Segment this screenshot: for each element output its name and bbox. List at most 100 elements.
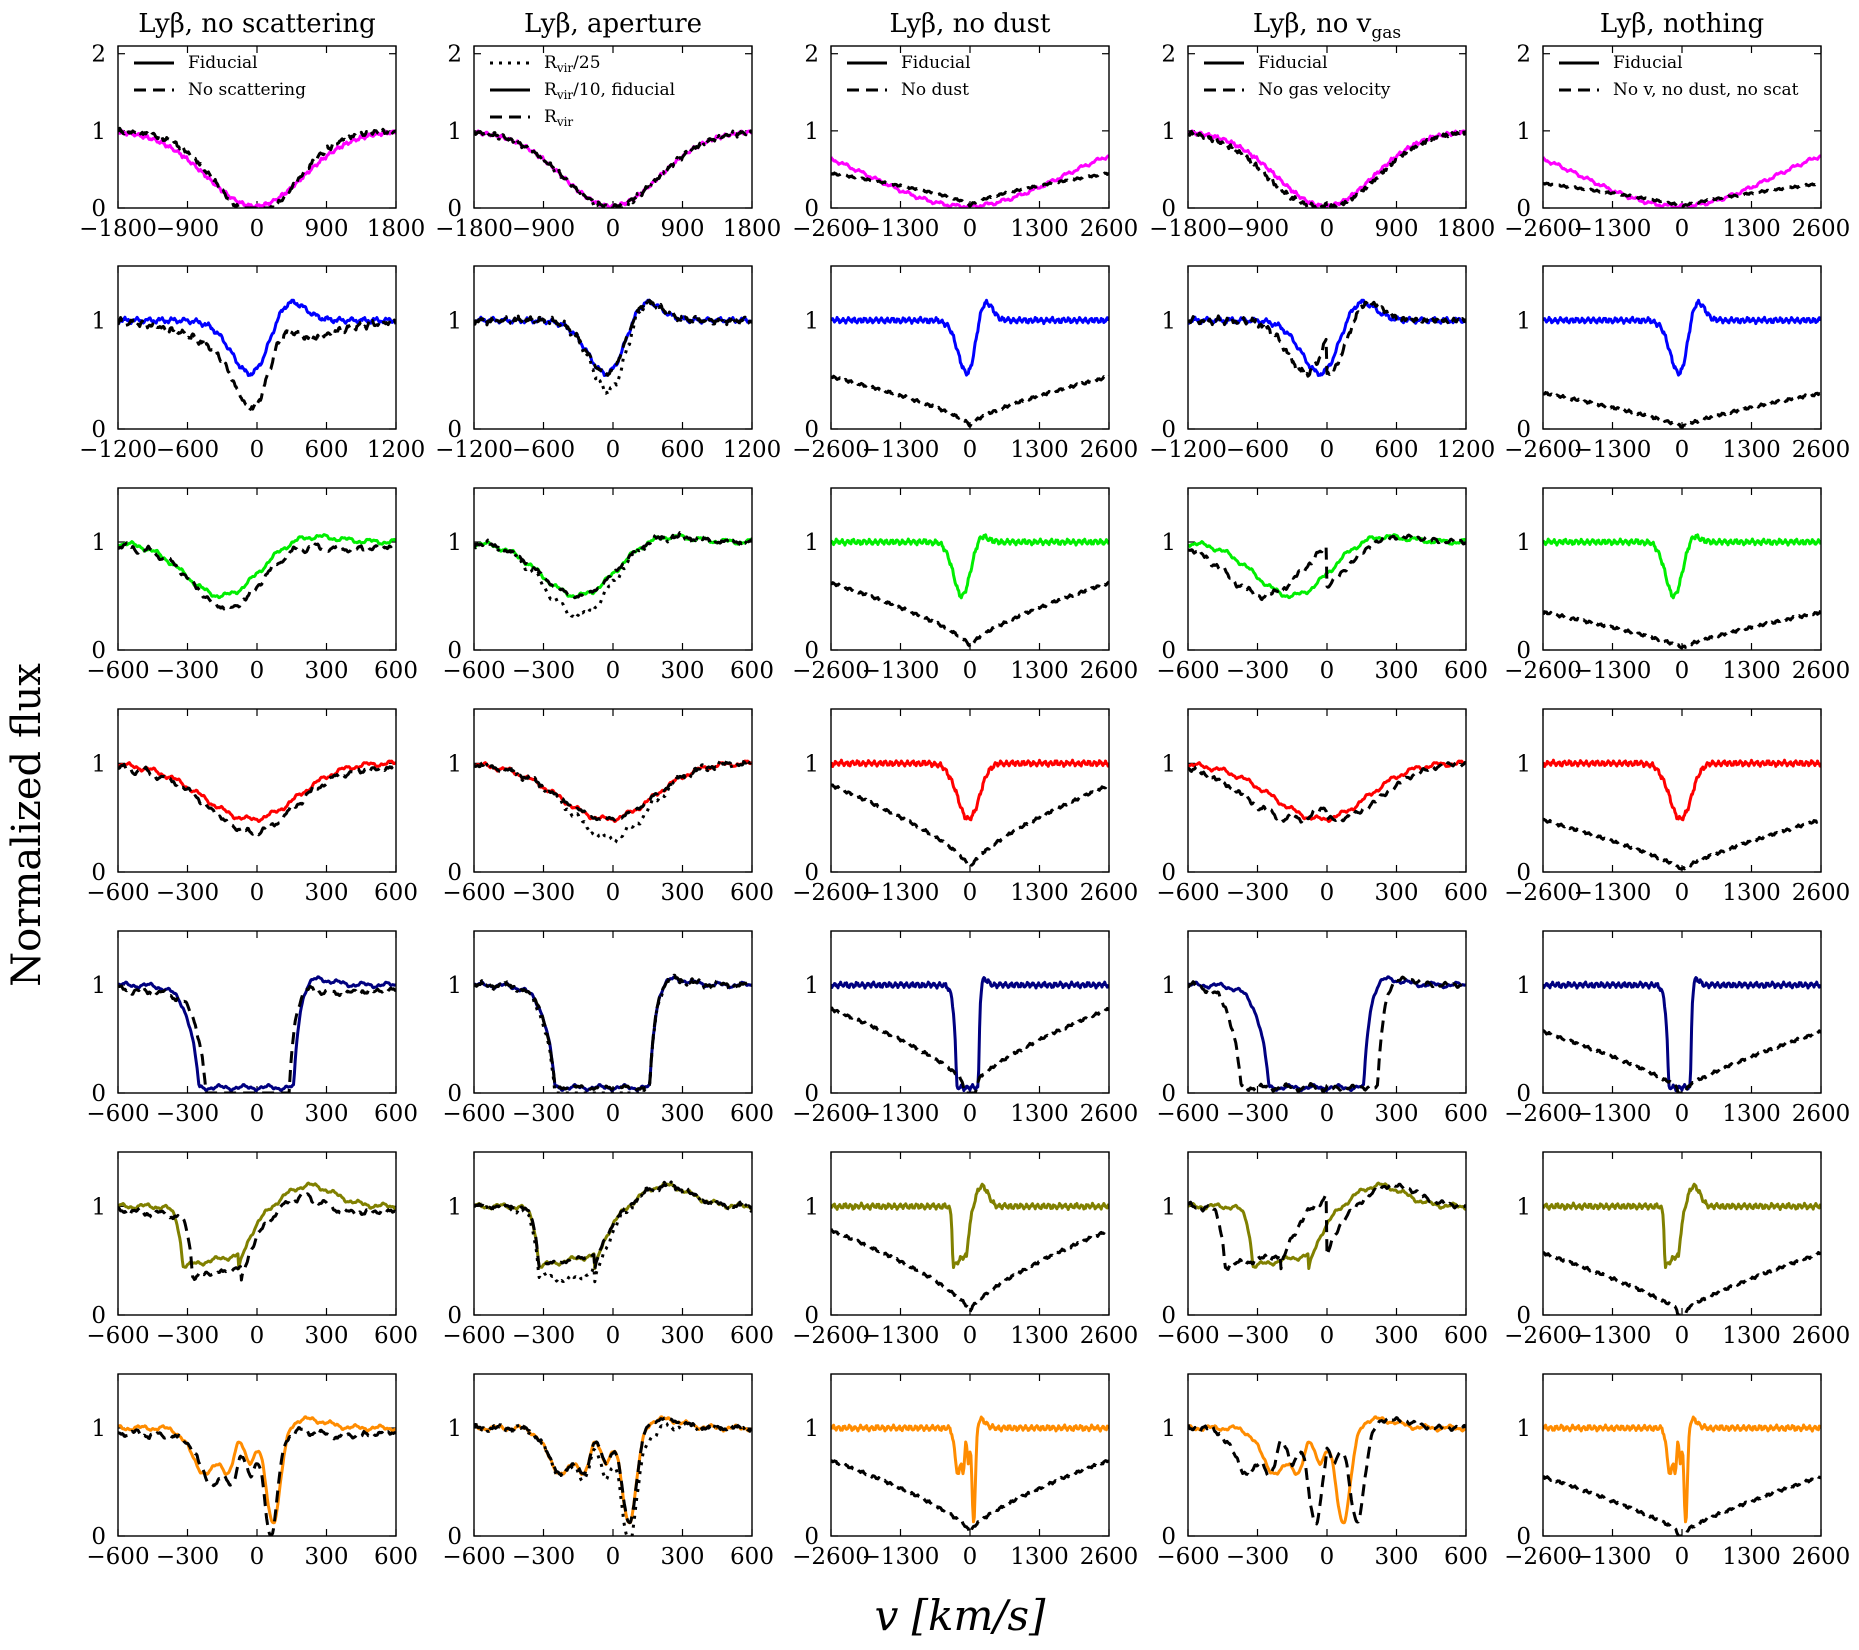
x-tick-label: 0 bbox=[1320, 216, 1335, 242]
panel-frame bbox=[117, 45, 397, 209]
x-tick-label: 600 bbox=[1444, 1544, 1488, 1570]
x-tick-label: −300 bbox=[512, 1101, 575, 1127]
dotted-line bbox=[474, 297, 752, 397]
fiducial-line bbox=[118, 533, 396, 600]
x-tick-label: −1300 bbox=[1574, 216, 1652, 242]
x-tick-label: 1800 bbox=[367, 216, 426, 242]
x-tick-label: 1300 bbox=[1722, 658, 1781, 684]
panel-lines bbox=[1188, 1415, 1466, 1526]
x-axis-label: v [km/s] bbox=[875, 1591, 1046, 1640]
y-tick-label: 0 bbox=[91, 196, 106, 222]
dashed-line bbox=[1543, 817, 1821, 871]
dashed-line bbox=[831, 1459, 1109, 1535]
x-tick-label: 1300 bbox=[1010, 658, 1069, 684]
x-tick-label: 1200 bbox=[723, 437, 782, 463]
panel-frame bbox=[473, 1373, 753, 1537]
y-axis-label: Normalized flux bbox=[4, 663, 50, 987]
y-tick-label: 0 bbox=[804, 1524, 819, 1550]
panel-frame bbox=[117, 1151, 397, 1316]
x-tick-label: 900 bbox=[661, 216, 705, 242]
fiducial-line bbox=[474, 129, 752, 208]
fiducial-line bbox=[474, 533, 752, 600]
x-tick-label: 600 bbox=[661, 437, 705, 463]
x-tick-label: 1800 bbox=[723, 216, 782, 242]
x-tick-label: 0 bbox=[1675, 880, 1690, 906]
x-tick-label: −600 bbox=[1156, 880, 1219, 906]
dashed-line bbox=[1543, 609, 1821, 650]
x-tick-label: −300 bbox=[156, 1101, 219, 1127]
panel-lines bbox=[1543, 1182, 1821, 1315]
dashed-line bbox=[474, 760, 752, 822]
fiducial-line bbox=[474, 298, 752, 377]
panel-r5-c4: −2600−1300 0 1300 2600 0 1 bbox=[1504, 1151, 1850, 1349]
y-tick-label: 0 bbox=[1161, 1081, 1176, 1107]
y-tick-label: 0 bbox=[1516, 860, 1531, 886]
y-tick-label: 1 bbox=[91, 119, 106, 145]
x-tick-label: −300 bbox=[1226, 1323, 1289, 1349]
fiducial-line bbox=[1543, 976, 1821, 1093]
fiducial-line bbox=[118, 1415, 396, 1525]
panel-frame bbox=[1542, 487, 1822, 651]
x-tick-label: 1300 bbox=[1722, 1544, 1781, 1570]
panel-frame bbox=[473, 45, 753, 209]
x-tick-label: 600 bbox=[1375, 437, 1419, 463]
x-tick-label: −2600 bbox=[1504, 216, 1582, 242]
x-tick-label: −2600 bbox=[792, 880, 870, 906]
x-tick-label: −1300 bbox=[1574, 1101, 1652, 1127]
x-tick-label: 0 bbox=[1320, 1544, 1335, 1570]
dashed-line bbox=[474, 298, 752, 377]
x-tick-label: 0 bbox=[963, 216, 978, 242]
x-tick-label: −1300 bbox=[862, 1101, 940, 1127]
fiducial-line bbox=[474, 1415, 752, 1525]
panel-frame bbox=[473, 487, 753, 651]
x-tick-label: 1300 bbox=[1010, 1323, 1069, 1349]
x-tick-label: −600 bbox=[1226, 437, 1289, 463]
panel-r1-c2: −2600−1300 0 1300 2600 0 1 bbox=[792, 265, 1138, 463]
y-tick-label: 1 bbox=[1516, 119, 1531, 145]
y-tick-label: 2 bbox=[447, 42, 462, 68]
dashed-line bbox=[474, 1182, 752, 1272]
x-tick-label: 600 bbox=[1444, 658, 1488, 684]
legend-subscript: vir bbox=[556, 115, 574, 129]
y-tick-label: 0 bbox=[1516, 1081, 1531, 1107]
y-tick-label: 0 bbox=[1516, 638, 1531, 664]
y-tick-label: 0 bbox=[447, 196, 462, 222]
y-tick-label: 1 bbox=[447, 751, 462, 777]
dashed-line bbox=[118, 541, 396, 611]
panel-lines bbox=[831, 533, 1109, 649]
x-tick-label: −2600 bbox=[1504, 880, 1582, 906]
panel-r5-c1: −600 −300 0 300 600 0 1 bbox=[442, 1151, 774, 1349]
legend: Fiducial No scattering bbox=[134, 53, 306, 100]
x-tick-label: 1200 bbox=[1437, 437, 1496, 463]
dotted-line bbox=[474, 757, 752, 845]
panel-lines bbox=[474, 297, 752, 397]
panel-frame bbox=[830, 487, 1110, 651]
panel-frame bbox=[1187, 930, 1467, 1094]
fiducial-line bbox=[831, 298, 1109, 377]
legend-label: Rvir bbox=[544, 107, 573, 129]
x-tick-label: 1300 bbox=[1722, 1323, 1781, 1349]
x-tick-label: 0 bbox=[1320, 1101, 1335, 1127]
y-tick-label: 1 bbox=[1516, 751, 1531, 777]
legend: Rvir/25 Rvir/10, fiducial Rvir bbox=[490, 53, 675, 129]
x-tick-label: 300 bbox=[305, 658, 349, 684]
y-tick-label: 0 bbox=[91, 1081, 106, 1107]
panel-r4-c4: −2600−1300 0 1300 2600 0 1 bbox=[1504, 930, 1850, 1127]
x-tick-label: 0 bbox=[963, 880, 978, 906]
x-tick-label: 0 bbox=[606, 1544, 621, 1570]
dashed-line bbox=[474, 975, 752, 1092]
y-tick-label: 0 bbox=[447, 860, 462, 886]
panel-r0-c4: −2600−1300 0 1300 2600 0 1 2 Fiducial No v, no d… bbox=[1504, 42, 1850, 242]
y-tick-label: 0 bbox=[1161, 860, 1176, 886]
x-tick-label: 0 bbox=[963, 1101, 978, 1127]
x-tick-label: 2600 bbox=[1792, 437, 1851, 463]
x-tick-label: −300 bbox=[1226, 1544, 1289, 1570]
column-title: Lyβ, no scattering bbox=[138, 9, 376, 39]
x-tick-label: 0 bbox=[963, 658, 978, 684]
x-tick-label: −300 bbox=[156, 658, 219, 684]
y-tick-label: 0 bbox=[447, 1081, 462, 1107]
x-tick-label: 0 bbox=[250, 437, 265, 463]
dashed-line bbox=[1188, 760, 1466, 824]
fiducial-line bbox=[1543, 154, 1821, 208]
x-tick-label: 0 bbox=[1675, 658, 1690, 684]
